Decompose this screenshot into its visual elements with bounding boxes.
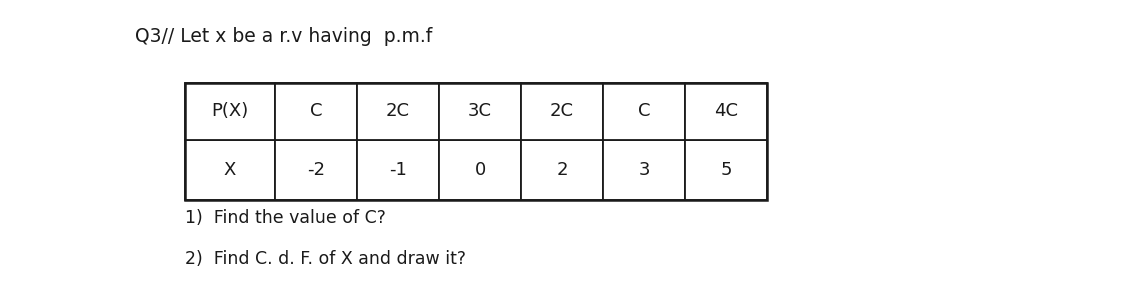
Text: 3C: 3C bbox=[468, 102, 492, 120]
Bar bbox=[357, 83, 439, 140]
Text: 2C: 2C bbox=[550, 102, 574, 120]
Bar bbox=[439, 140, 522, 200]
Bar bbox=[275, 140, 357, 200]
Bar bbox=[185, 140, 275, 200]
Text: -2: -2 bbox=[307, 161, 325, 179]
Bar bbox=[357, 140, 439, 200]
Text: 3: 3 bbox=[638, 161, 650, 179]
Text: Q3// Let x be a r.v having  p.m.f: Q3// Let x be a r.v having p.m.f bbox=[135, 27, 433, 46]
Text: 2)  Find C. d. F. of X and draw it?: 2) Find C. d. F. of X and draw it? bbox=[185, 250, 466, 268]
Text: C: C bbox=[310, 102, 323, 120]
Text: 4C: 4C bbox=[714, 102, 738, 120]
Text: 2: 2 bbox=[556, 161, 568, 179]
Bar bbox=[602, 140, 685, 200]
Text: 1)  Find the value of C?: 1) Find the value of C? bbox=[185, 209, 386, 227]
Text: 2C: 2C bbox=[386, 102, 410, 120]
Bar bbox=[185, 83, 767, 200]
Bar bbox=[439, 83, 522, 140]
Bar bbox=[185, 83, 275, 140]
Text: P(X): P(X) bbox=[211, 102, 248, 120]
Bar bbox=[522, 140, 602, 200]
Text: X: X bbox=[224, 161, 236, 179]
Text: C: C bbox=[637, 102, 651, 120]
Bar bbox=[522, 83, 602, 140]
Bar bbox=[602, 83, 685, 140]
Text: 0: 0 bbox=[474, 161, 486, 179]
Bar bbox=[685, 83, 767, 140]
Text: -1: -1 bbox=[389, 161, 407, 179]
Text: 5: 5 bbox=[720, 161, 732, 179]
Bar bbox=[275, 83, 357, 140]
Bar bbox=[685, 140, 767, 200]
